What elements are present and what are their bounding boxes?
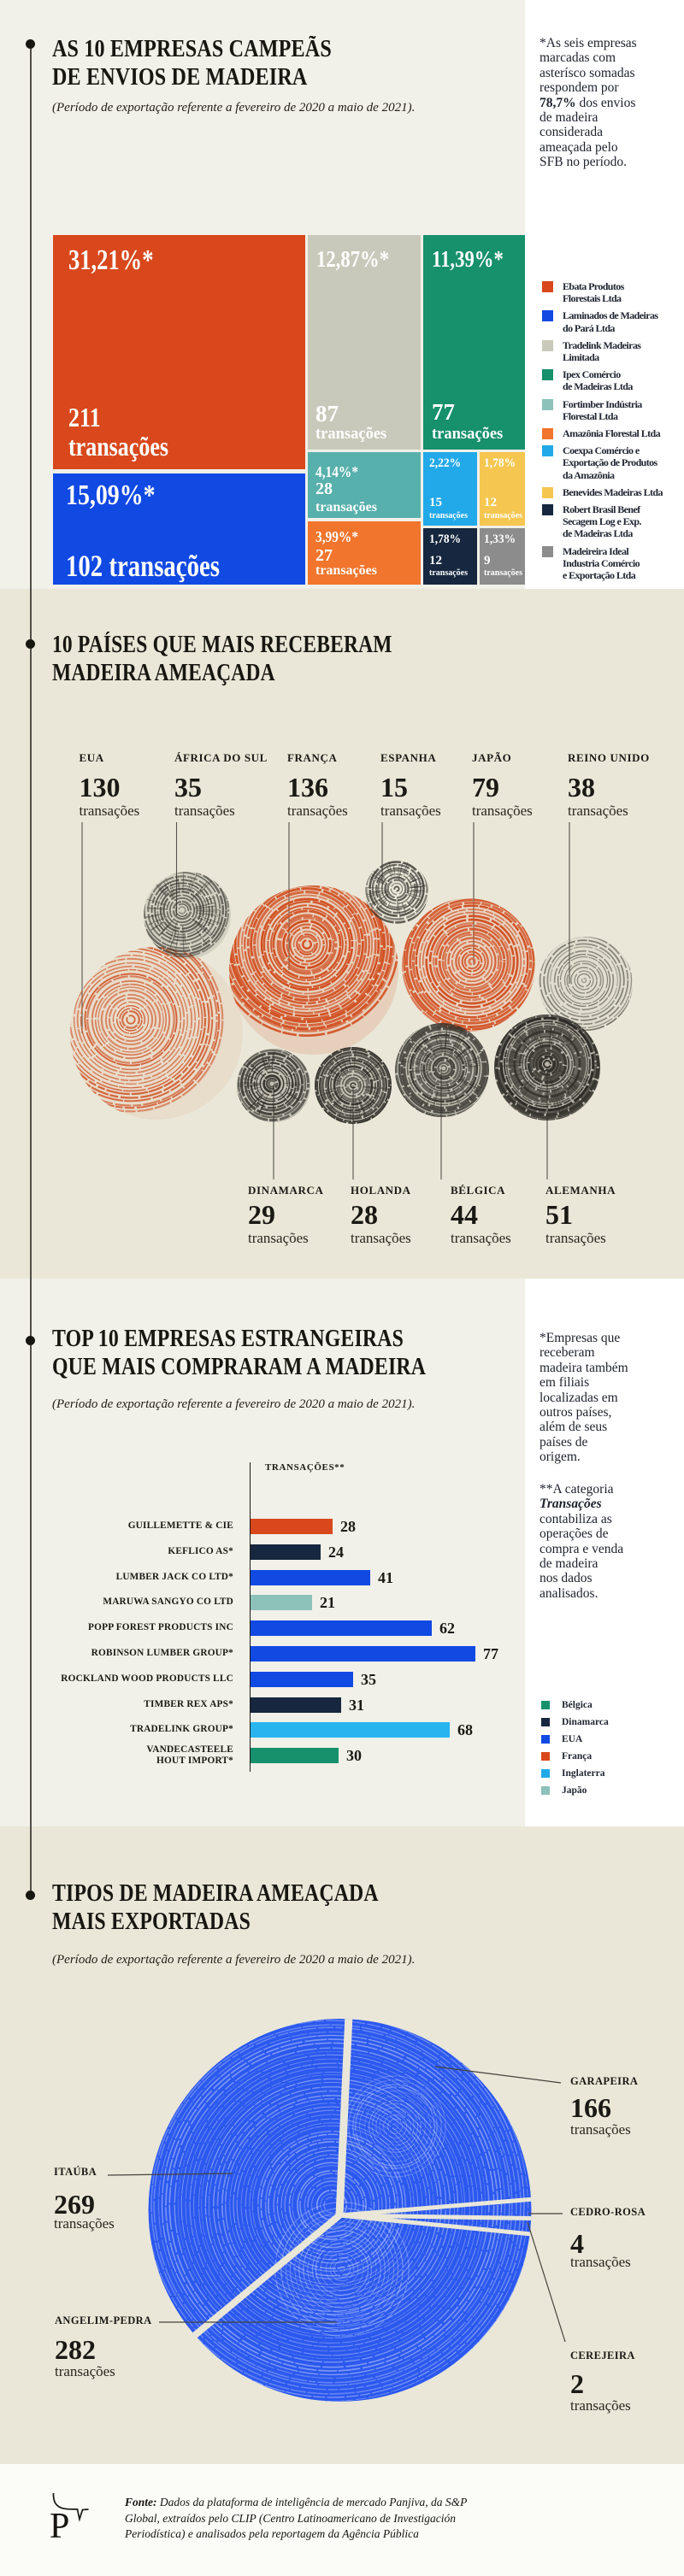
svg-text:P: P: [50, 2507, 69, 2546]
